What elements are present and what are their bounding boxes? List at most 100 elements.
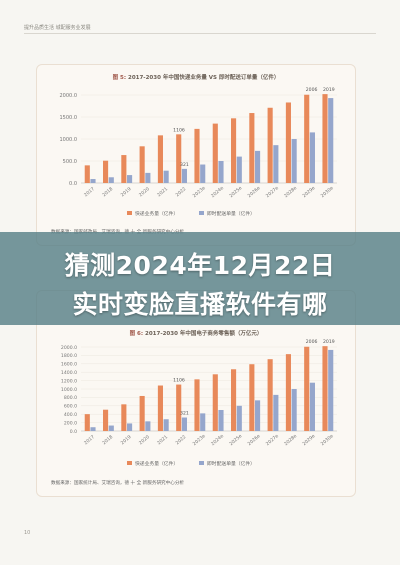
bar-express [176,134,182,183]
bar-express [84,165,90,183]
bar-express [121,404,127,431]
bar-instant [291,139,297,183]
y-tick-label: 0.0 [69,181,77,187]
x-tick-label: 2028e [283,433,298,447]
y-tick-label: 1400.0 [61,370,77,376]
y-tick-label: 500.0 [63,159,77,165]
y-tick-label: 2000.0 [60,93,78,99]
legend-swatch [199,211,204,215]
bar-express [267,107,273,183]
x-tick-label: 2022 [175,186,188,198]
x-tick-label: 2022 [175,434,188,446]
chart-2-title: 图 6: 2017-2030 年中国电子商务零售额（万亿元） [37,329,355,337]
data-label: 2019 [323,339,335,345]
data-label: 2006 [306,339,318,345]
x-tick-label: 2028e [283,185,298,199]
data-label: 1106 [173,127,185,133]
bar-instant [163,170,169,183]
page-header: 提升品质生活 城配服务业发展 [24,25,91,31]
x-tick-label: 2026e [247,185,262,199]
bar-instant [90,179,96,183]
legend-label: 即时配送单量（亿件） [207,460,255,467]
x-tick-label: 2017 [83,186,96,198]
bar-instant [108,177,114,183]
x-tick-label: 2021 [156,434,169,446]
x-tick-label: 2029e [301,185,316,199]
bar-express [176,384,182,431]
header-divider [24,33,376,34]
chart-source: 数据来源：国家统计局、艾瑞咨询，德 十 全 新服务研究中心分析 [51,479,184,486]
bar-instant [200,413,206,431]
data-label: 2019 [323,87,335,93]
headline-line-1: 猜测2024年12月22日 [64,251,336,280]
legend-swatch [199,461,204,465]
bar-express [267,359,273,431]
x-tick-label: 2021 [156,186,169,198]
y-tick-label: 800.0 [64,395,77,401]
chart-1-title: 图 5: 2017-2030 年中国快递业务量 VS 即时配送订单量（亿件） [37,73,355,81]
chart-1-svg: 0.0 500.0 1000.0 1500.0 2000.0 2017 2018 2019 20… [51,87,337,235]
y-tick-label: 1200.0 [61,378,77,384]
headline-banner: 猜测2024年12月22日 实时变脸直播软件有哪 [0,232,400,325]
bar-instant [90,427,96,431]
bar-instant [291,389,297,431]
x-tick-label: 2020 [138,434,151,446]
x-tick-label: 2020 [138,186,151,198]
bar-express [212,374,218,431]
bar-express [194,128,200,183]
x-tick-label: 2017 [83,434,96,446]
y-tick-label: 0.0 [70,429,77,435]
bar-express [157,135,163,183]
bar-express [157,385,163,431]
bar-instant [200,164,206,183]
bar-instant [108,425,114,431]
legend-label: 快递业务量（亿件） [135,460,178,467]
y-tick-label: 400.0 [64,412,77,418]
bar-instant [127,175,133,183]
x-tick-label: 2025e [228,185,243,199]
headline-line-2: 实时变脸直播软件有哪 [72,290,328,319]
data-label: 1106 [173,378,185,384]
bar-instant [328,349,334,431]
bar-instant [255,150,261,183]
bar-instant [181,168,187,183]
bar-instant [127,423,133,431]
x-tick-label: 2018 [101,186,114,198]
legend-label: 快递业务量（亿件） [135,210,178,217]
x-tick-label: 2026e [247,433,262,447]
bar-instant [236,156,242,183]
bar-instant [218,410,224,431]
bar-express [304,94,310,183]
x-tick-label: 2027e [265,433,280,447]
bar-express [103,409,109,431]
chart-1-fig-label: 图 5: [112,75,127,81]
data-label: 2006 [306,87,318,93]
y-tick-label: 2000.0 [61,345,77,351]
legend-swatch [127,211,132,215]
bar-express [121,155,127,183]
bar-instant [309,382,315,431]
bar-express [249,113,255,183]
bar-express [304,346,310,431]
y-tick-label: 1000.0 [61,387,77,393]
bar-express [249,364,255,431]
bar-instant [181,417,187,431]
bar-express [139,146,145,183]
data-label: 321 [180,162,189,168]
bar-instant [236,405,242,431]
chart-1-title-text: 2017-2030 年中国快递业务量 VS 即时配送订单量（亿件） [128,75,280,81]
bar-instant [218,161,224,183]
bar-instant [273,394,279,431]
bar-instant [328,98,334,183]
y-tick-label: 1800.0 [61,353,77,359]
x-tick-label: 2023e [192,433,207,447]
chart-2-svg: 0.0 200.0 400.0 600.0 800.0 1000.0 1200.0 1400.… [51,339,337,486]
y-tick-label: 1500.0 [60,115,78,121]
y-tick-label: 600.0 [64,404,77,410]
chart-source: 数据来源：国家邮政局、艾瑞咨询，德 十 全 新服务研究中心分析 [51,228,184,235]
page-number: 10 [24,530,31,536]
chart-2-fig-label: 图 6: [129,331,144,337]
bar-express [194,379,200,431]
bar-express [322,94,328,183]
x-tick-label: 2027e [265,185,280,199]
